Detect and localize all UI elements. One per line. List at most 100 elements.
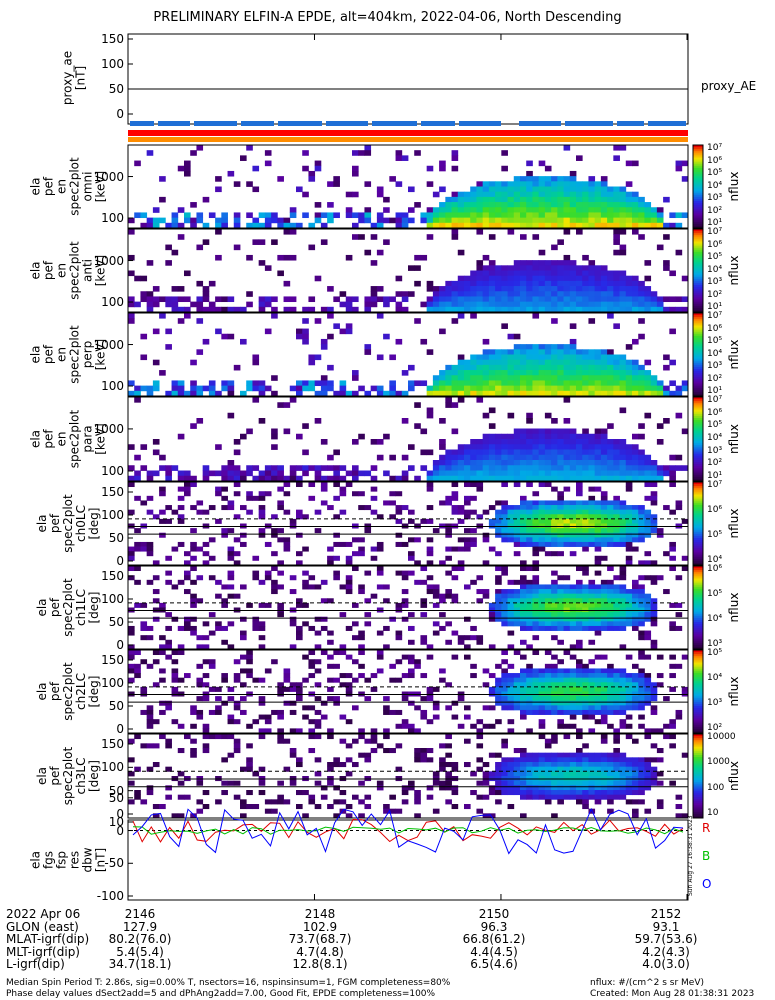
flux-cell: [457, 723, 465, 729]
flux-cell: [632, 375, 639, 381]
flux-cell: [370, 260, 378, 266]
flux-cell: [190, 723, 197, 729]
flux-cell: [551, 794, 558, 800]
flux-cell: [656, 654, 664, 660]
colorbar-segment: [693, 303, 703, 307]
flux-cell: [277, 528, 284, 534]
flux-cell: [308, 728, 316, 734]
flux-cell: [576, 663, 583, 669]
flux-cell: [501, 296, 508, 303]
flux-cell: [650, 705, 658, 711]
colorbar-segment: [693, 724, 703, 728]
flux-cell: [513, 673, 521, 679]
flux-cell: [258, 418, 266, 424]
flux-cell: [557, 589, 564, 595]
flux-cell: [638, 621, 645, 627]
flux-cell: [600, 380, 608, 387]
flux-cell: [669, 270, 676, 277]
flux-cell: [563, 296, 571, 303]
colorbar-segment: [693, 548, 703, 551]
colorbar-segment: [693, 617, 703, 621]
flux-cell: [345, 804, 353, 810]
flux-cell: [656, 301, 664, 308]
flux-cell: [625, 359, 633, 366]
flux-cell: [128, 509, 135, 515]
flux-cell: [439, 757, 446, 763]
flux-cell: [271, 239, 278, 245]
flux-cell: [376, 514, 384, 520]
flux-cell: [557, 518, 564, 524]
flux-cell: [613, 186, 620, 193]
flux-cell: [395, 766, 403, 772]
flux-cell: [445, 402, 452, 408]
flux-cell: [632, 771, 639, 777]
colorbar-segment: [693, 385, 703, 389]
spin-status-bar: [158, 121, 190, 126]
flux-cell: [470, 202, 477, 208]
flux-cell: [457, 470, 465, 477]
flux-cell: [538, 280, 546, 287]
flux-cell: [513, 428, 521, 435]
flux-cell: [551, 700, 558, 706]
flux-cell: [501, 505, 508, 511]
flux-cell: [507, 780, 515, 786]
flux-cell: [202, 541, 210, 547]
flux-cell: [171, 286, 179, 292]
flux-cell: [383, 696, 390, 702]
flux-cell: [184, 794, 191, 800]
flux-cell: [146, 495, 154, 501]
flux-cell: [177, 222, 185, 229]
flux-cell: [233, 475, 241, 482]
flux-cell: [333, 390, 340, 397]
flux-cell: [551, 532, 558, 538]
orbit-row-value: 12.8(8.1): [292, 957, 348, 971]
flux-cell: [233, 700, 241, 706]
flux-cell: [190, 579, 197, 585]
flux-cell: [613, 207, 620, 213]
flux-cell: [563, 433, 571, 440]
flux-cell: [520, 222, 527, 229]
flux-cell: [619, 380, 627, 387]
flux-cell: [619, 301, 627, 308]
flux-cell: [520, 790, 527, 796]
flux-cell: [320, 475, 328, 482]
flux-cell: [588, 639, 596, 645]
flux-cell: [246, 491, 253, 497]
flux-cell: [569, 505, 577, 511]
flux-cell: [383, 705, 390, 711]
flux-cell: [432, 593, 440, 599]
colorbar-segment: [693, 174, 703, 177]
flux-cell: [526, 364, 533, 371]
flux-cell: [314, 380, 322, 387]
flux-cell: [644, 635, 652, 641]
colorbar-segment: [693, 624, 703, 627]
flux-cell: [258, 475, 266, 482]
flux-cell: [607, 593, 614, 599]
flux-cell: [594, 518, 602, 524]
colorbar-segment: [693, 706, 703, 709]
flux-cell: [320, 714, 328, 720]
flux-cell: [526, 537, 533, 543]
flux-cell: [600, 790, 608, 796]
flux-cell: [576, 509, 583, 515]
flux-cell: [607, 612, 614, 618]
flux-cell: [488, 723, 496, 729]
flux-cell: [588, 207, 596, 213]
flux-cell: [364, 696, 372, 702]
flux-cell: [607, 602, 614, 608]
flux-cell: [588, 728, 596, 734]
flux-cell: [594, 181, 602, 187]
flux-cell: [488, 359, 496, 366]
flux-cell: [140, 686, 148, 692]
flux-cell: [271, 659, 278, 665]
flux-cell: [470, 635, 477, 641]
flux-cell: [538, 354, 546, 361]
flux-cell: [414, 254, 421, 261]
colorbar-label: nflux: [727, 509, 741, 539]
colorbar-segment: [693, 728, 703, 732]
flux-cell: [576, 202, 583, 208]
flux-cell: [576, 752, 583, 758]
flux-cell: [638, 705, 645, 711]
flux-cell: [632, 202, 639, 208]
flux-cell: [557, 575, 564, 581]
